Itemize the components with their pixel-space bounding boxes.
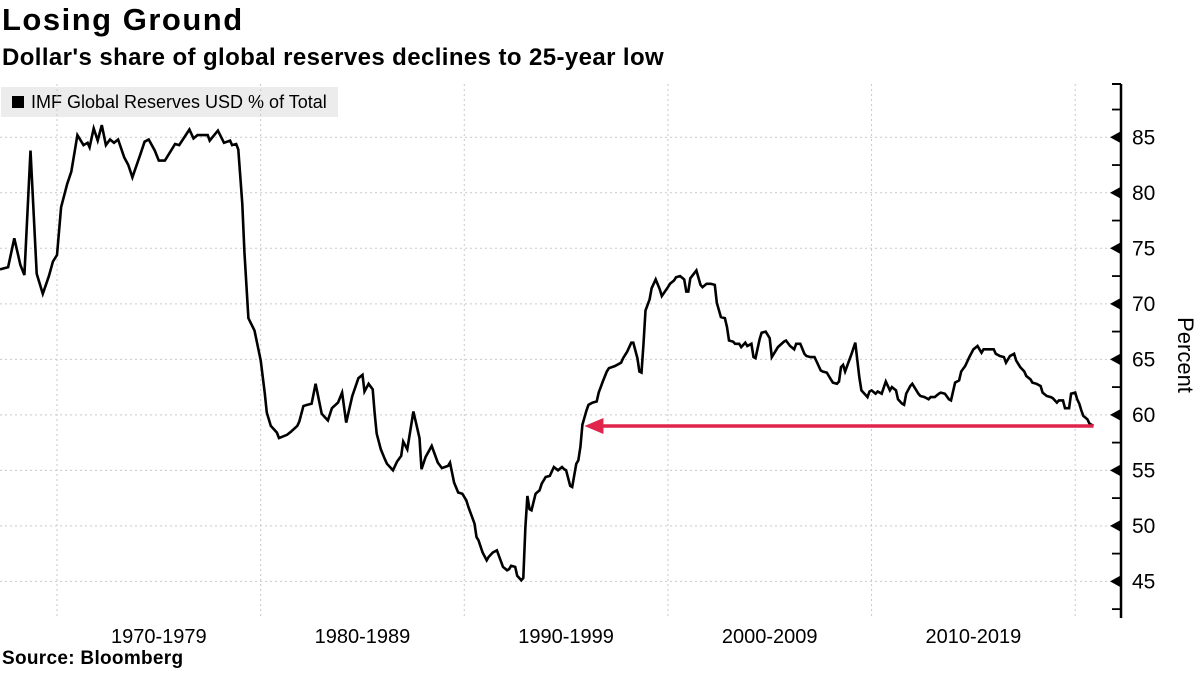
x-tick-label: 1990-1999: [518, 626, 614, 648]
y-tick-arrow-icon: [1110, 409, 1120, 421]
y-tick-label: 80: [1132, 182, 1155, 205]
y-axis-title: Percent: [1173, 317, 1198, 393]
chart-subtitle: Dollar's share of global reserves declin…: [2, 44, 665, 71]
series-line: [0, 123, 1095, 583]
y-tick-arrow-icon: [1110, 353, 1120, 365]
y-tick-arrow-icon: [1110, 298, 1120, 310]
legend-label: IMF Global Reserves USD % of Total: [31, 91, 327, 112]
y-tick-arrow-icon: [1110, 575, 1120, 587]
x-tick-label: 2000-2009: [722, 626, 818, 648]
chart-title: Losing Ground: [2, 2, 244, 37]
y-tick-label: 70: [1132, 293, 1155, 316]
x-tick-label: 1970-1979: [111, 626, 207, 648]
y-tick-arrow-icon: [1110, 520, 1120, 532]
x-tick-label: 1980-1989: [315, 626, 411, 648]
y-tick-label: 85: [1132, 126, 1155, 149]
annotation-arrowhead-icon: [584, 417, 604, 434]
source-credit: Source: Bloomberg: [2, 648, 184, 669]
y-tick-label: 60: [1132, 404, 1155, 427]
legend-swatch-icon: [12, 96, 24, 108]
y-tick-arrow-icon: [1110, 242, 1120, 254]
y-tick-label: 45: [1132, 570, 1155, 593]
y-tick-label: 50: [1132, 515, 1155, 538]
y-tick-arrow-icon: [1110, 187, 1120, 199]
x-tick-label: 2010-2019: [926, 626, 1022, 648]
y-tick-label: 75: [1132, 237, 1155, 260]
y-tick-arrow-icon: [1110, 464, 1120, 476]
legend: IMF Global Reserves USD % of Total: [1, 87, 338, 117]
y-tick-label: 55: [1132, 459, 1155, 482]
y-tick-label: 65: [1132, 348, 1155, 371]
y-tick-arrow-icon: [1110, 131, 1120, 143]
